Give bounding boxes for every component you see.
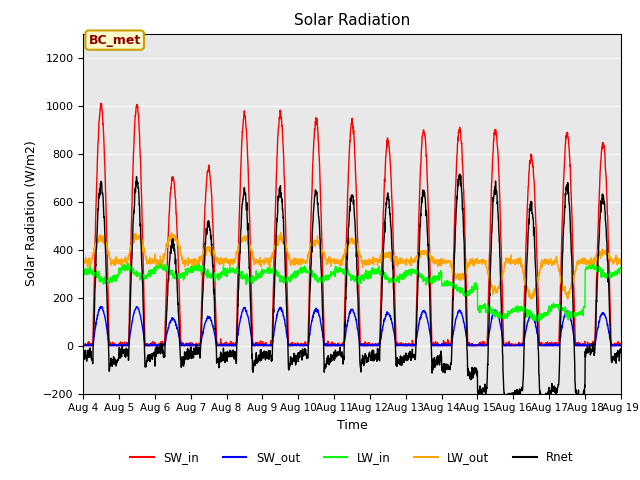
- SW_in: [509, 342, 516, 348]
- Line: Rnet: Rnet: [83, 174, 621, 404]
- LW_out: [585, 260, 593, 266]
- SW_in: [97, 100, 104, 106]
- SW_in: [79, 343, 87, 348]
- SW_in: [570, 279, 577, 285]
- Rnet: [502, 401, 510, 407]
- LW_in: [157, 259, 164, 265]
- Rnet: [585, 347, 593, 352]
- LW_out: [79, 259, 87, 264]
- LW_in: [570, 313, 577, 319]
- LW_out: [564, 296, 572, 302]
- Y-axis label: Solar Radiation (W/m2): Solar Radiation (W/m2): [24, 141, 37, 287]
- LW_out: [368, 259, 376, 264]
- Legend: SW_in, SW_out, LW_in, LW_out, Rnet: SW_in, SW_out, LW_in, LW_out, Rnet: [125, 446, 579, 469]
- Text: BC_met: BC_met: [88, 34, 141, 47]
- LW_out: [277, 229, 285, 235]
- LW_out: [229, 259, 237, 265]
- LW_out: [570, 276, 577, 282]
- Rnet: [379, 260, 387, 266]
- Rnet: [229, 347, 237, 353]
- SW_out: [508, 343, 516, 348]
- LW_in: [533, 319, 541, 324]
- Rnet: [617, 346, 625, 351]
- LW_in: [617, 264, 625, 270]
- SW_out: [133, 304, 141, 310]
- SW_out: [570, 332, 577, 337]
- SW_in: [585, 343, 593, 348]
- Line: LW_in: LW_in: [83, 262, 621, 322]
- SW_out: [617, 343, 625, 348]
- LW_in: [79, 274, 87, 279]
- Line: LW_out: LW_out: [83, 232, 621, 299]
- Rnet: [367, 356, 375, 361]
- Rnet: [456, 171, 463, 177]
- SW_in: [230, 343, 237, 348]
- LW_in: [508, 308, 516, 313]
- LW_out: [617, 261, 625, 266]
- LW_in: [585, 264, 593, 269]
- SW_out: [79, 343, 87, 348]
- LW_out: [380, 256, 387, 262]
- Line: SW_out: SW_out: [83, 307, 621, 346]
- SW_out: [584, 342, 592, 348]
- SW_in: [617, 342, 625, 348]
- Line: SW_in: SW_in: [83, 103, 621, 346]
- X-axis label: Time: Time: [337, 419, 367, 432]
- SW_out: [230, 342, 237, 348]
- SW_in: [380, 206, 387, 212]
- SW_out: [368, 342, 376, 348]
- LW_in: [230, 270, 237, 276]
- SW_in: [79, 339, 87, 345]
- LW_in: [368, 267, 376, 273]
- Rnet: [509, 390, 516, 396]
- LW_out: [508, 260, 516, 265]
- SW_in: [368, 342, 376, 348]
- SW_out: [380, 323, 387, 328]
- LW_in: [380, 273, 387, 278]
- Rnet: [570, 326, 577, 332]
- Rnet: [79, 354, 87, 360]
- Title: Solar Radiation: Solar Radiation: [294, 13, 410, 28]
